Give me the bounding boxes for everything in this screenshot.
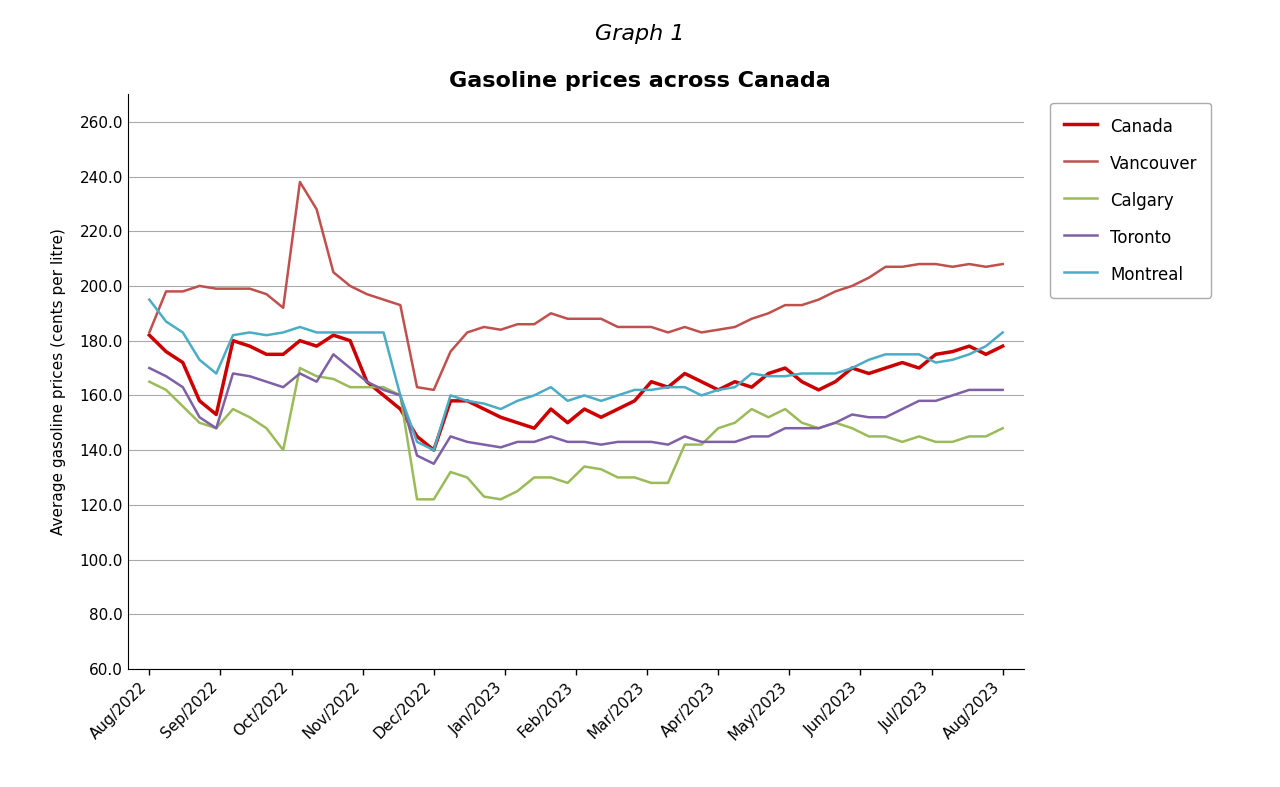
Montreal (460, 396, 475, 405)
Canada (209, 410, 224, 419)
Calgary (694, 440, 709, 449)
Text: Graph 1: Graph 1 (595, 24, 685, 43)
Calgary (209, 423, 224, 433)
Vancouver (292, 177, 307, 187)
Vancouver (577, 314, 593, 323)
Calgary (292, 364, 307, 373)
Calgary (142, 377, 157, 386)
Line: Calgary: Calgary (150, 368, 1002, 499)
Montreal (209, 369, 224, 379)
Canada (460, 396, 475, 405)
Toronto (209, 423, 224, 433)
Montreal (677, 382, 692, 392)
Vancouver (694, 327, 709, 337)
Legend: Canada, Vancouver, Calgary, Toronto, Montreal: Canada, Vancouver, Calgary, Toronto, Mon… (1051, 103, 1211, 297)
Toronto (995, 385, 1010, 394)
Canada (142, 331, 157, 340)
Y-axis label: Average gasoline prices (cents per litre): Average gasoline prices (cents per litre… (51, 228, 65, 535)
Calgary (627, 473, 643, 482)
Toronto (727, 437, 742, 446)
Canada (710, 385, 726, 394)
Text: Gasoline prices across Canada: Gasoline prices across Canada (449, 71, 831, 91)
Line: Vancouver: Vancouver (150, 182, 1002, 390)
Vancouver (995, 260, 1010, 269)
Toronto (325, 349, 340, 359)
Calgary (577, 462, 593, 471)
Toronto (142, 364, 157, 373)
Vancouver (627, 322, 643, 331)
Canada (677, 369, 692, 379)
Canada (559, 418, 575, 427)
Toronto (476, 440, 492, 449)
Line: Toronto: Toronto (150, 354, 1002, 464)
Vancouver (209, 284, 224, 294)
Montreal (142, 295, 157, 305)
Canada (945, 347, 960, 357)
Calgary (410, 494, 425, 504)
Calgary (727, 418, 742, 427)
Canada (426, 445, 442, 455)
Calgary (995, 423, 1010, 433)
Calgary (476, 492, 492, 501)
Toronto (577, 437, 593, 446)
Toronto (627, 437, 643, 446)
Line: Canada: Canada (150, 335, 1002, 450)
Montreal (559, 396, 575, 405)
Line: Montreal: Montreal (150, 300, 1002, 450)
Montreal (710, 385, 726, 394)
Toronto (694, 437, 709, 446)
Montreal (945, 355, 960, 364)
Montreal (426, 445, 442, 455)
Montreal (995, 327, 1010, 337)
Vancouver (426, 385, 442, 394)
Vancouver (142, 327, 157, 337)
Vancouver (476, 322, 492, 331)
Toronto (426, 459, 442, 468)
Canada (995, 342, 1010, 351)
Vancouver (727, 322, 742, 331)
